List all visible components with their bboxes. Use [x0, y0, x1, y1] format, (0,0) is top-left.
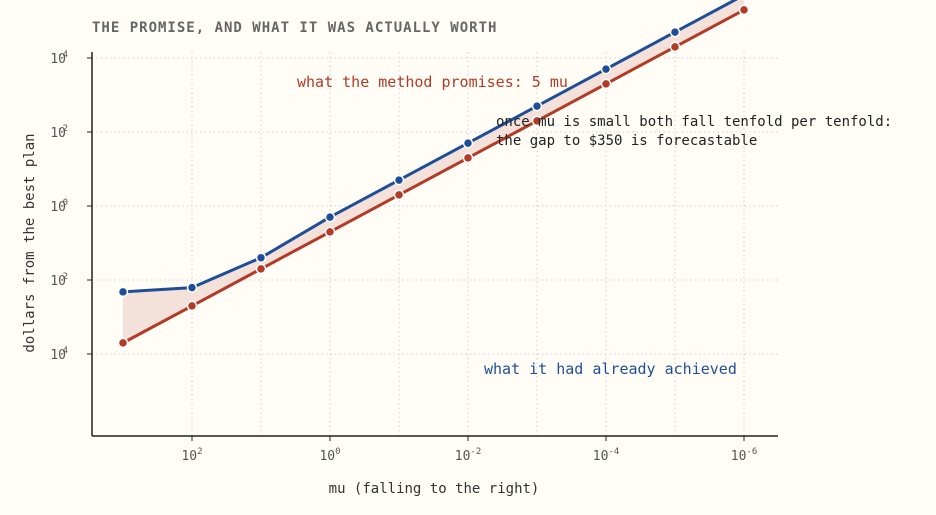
y-tick-label: 10-2 [50, 124, 68, 141]
series-0-point [669, 41, 681, 53]
axes [91, 52, 778, 437]
series-line-0 [122, 8, 745, 345]
y-axis-label: dollars from the best plan [22, 133, 38, 352]
series-1-point [324, 211, 336, 223]
series-1-point [531, 100, 543, 112]
x-axis-label: mu (falling to the right) [329, 481, 540, 497]
series-1-point [117, 286, 129, 298]
series-1-point [600, 63, 612, 75]
series-0-point [738, 4, 750, 16]
chart-title: THE PROMISE, AND WHAT IT WAS ACTUALLY WO… [92, 20, 497, 36]
y-tick-label: 104 [50, 346, 68, 363]
series-0-point [531, 115, 543, 127]
y-tick-label: 100 [50, 198, 68, 215]
series-line-1 [122, 0, 739, 294]
grid [92, 52, 778, 436]
series-1-point [462, 137, 474, 149]
achieved-annotation: what it had already achieved [484, 360, 737, 378]
series-0-point [393, 189, 405, 201]
x-tick-label: 10-4 [593, 447, 620, 464]
x-tick-label: 100 [319, 447, 340, 464]
series-1-point [669, 26, 681, 38]
series-0-point [117, 337, 129, 349]
x-tick-label: 102 [181, 447, 202, 464]
gap-fill [123, 0, 744, 343]
series-layer [117, 0, 750, 349]
y-tick-label: 10-4 [50, 50, 68, 67]
x-tick-label: 10-6 [731, 447, 758, 464]
series-0-point [186, 300, 198, 312]
series-1-point [186, 282, 198, 293]
series-0-point [255, 263, 267, 275]
x-tick-label: 10-2 [455, 447, 482, 464]
promise-annotation: what the method promises: 5 mu [297, 73, 568, 91]
series-1-point [255, 252, 267, 263]
series-0-point [462, 152, 474, 164]
series-0-point [600, 78, 612, 90]
series-1-point [393, 174, 405, 186]
note-line-1: once mu is small both fall tenfold per t… [496, 114, 892, 130]
y-tick-label: 102 [50, 272, 68, 289]
note-line-2: the gap to $350 is forecastable [496, 133, 757, 149]
series-0-point [324, 226, 336, 238]
